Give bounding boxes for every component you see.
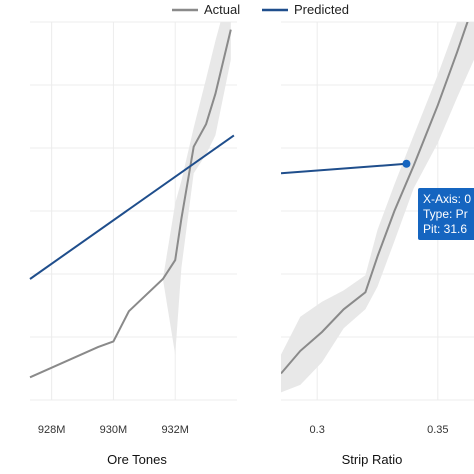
x-tick-label: 930M — [100, 424, 128, 436]
predicted-series-line — [29, 134, 235, 280]
x-axis-title-ore-tones: Ore Tones — [107, 452, 167, 467]
legend-actual-label: Actual — [204, 2, 240, 17]
x-tick-label: 928M — [38, 424, 66, 436]
actual-series-line — [281, 22, 469, 375]
legend: Actual Predicted — [172, 2, 349, 17]
panel-strip-ratio-x-ticks: 0.3 0.35 — [310, 424, 449, 436]
tooltip-line-type: Type: Pr — [423, 207, 468, 221]
actual-confidence-band — [281, 22, 474, 393]
x-axis-title-strip-ratio: Strip Ratio — [342, 452, 403, 467]
panel-ore-tones-x-ticks: 928M 930M 932M — [38, 424, 189, 436]
legend-predicted-label: Predicted — [294, 2, 349, 17]
actual-confidence-band — [162, 22, 231, 355]
tooltip-box — [418, 188, 474, 240]
hover-point-marker — [402, 159, 411, 168]
predicted-series-line — [281, 162, 407, 175]
actual-series-line — [29, 29, 232, 379]
tooltip-line-x: X-Axis: 0 — [423, 192, 471, 206]
panel-strip-ratio: 0.3 0.35 Strip Ratio X-Axis: 0 Type: Pr P… — [281, 21, 474, 467]
hover-tooltip: X-Axis: 0 Type: Pr Pit: 31.6 — [402, 159, 474, 240]
panel-ore-tones-grid — [30, 21, 237, 401]
x-tick-label: 0.35 — [427, 424, 448, 436]
x-tick-label: 932M — [161, 424, 189, 436]
panel-ore-tones: 928M 930M 932M Ore Tones — [29, 21, 237, 467]
x-tick-label: 0.3 — [310, 424, 325, 436]
tooltip-line-pit: Pit: 31.6 — [423, 222, 467, 236]
